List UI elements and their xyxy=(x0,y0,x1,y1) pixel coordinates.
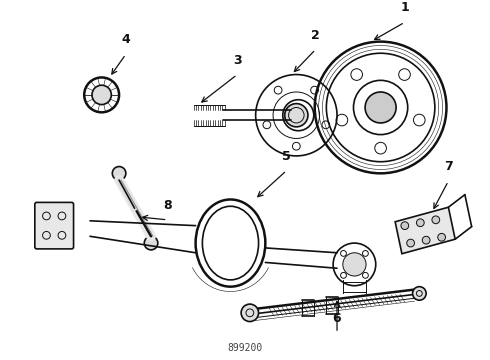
Circle shape xyxy=(343,253,366,276)
Text: 1: 1 xyxy=(400,1,409,14)
Circle shape xyxy=(432,216,440,224)
Circle shape xyxy=(365,92,396,123)
Circle shape xyxy=(438,233,445,241)
Text: 2: 2 xyxy=(311,28,320,42)
Circle shape xyxy=(413,287,426,300)
Circle shape xyxy=(401,222,409,230)
FancyBboxPatch shape xyxy=(35,202,74,249)
Circle shape xyxy=(144,236,158,250)
Text: 6: 6 xyxy=(333,312,342,325)
Circle shape xyxy=(112,167,126,180)
Text: 3: 3 xyxy=(233,54,242,67)
Text: 7: 7 xyxy=(444,160,453,173)
Circle shape xyxy=(407,239,415,247)
Text: 8: 8 xyxy=(163,199,172,212)
Circle shape xyxy=(241,304,259,321)
Text: 5: 5 xyxy=(282,150,291,163)
Text: 899200: 899200 xyxy=(227,343,263,353)
Circle shape xyxy=(416,219,424,226)
Polygon shape xyxy=(395,207,455,254)
Circle shape xyxy=(92,85,111,104)
Circle shape xyxy=(422,236,430,244)
Circle shape xyxy=(285,104,308,127)
Text: 4: 4 xyxy=(122,33,130,46)
